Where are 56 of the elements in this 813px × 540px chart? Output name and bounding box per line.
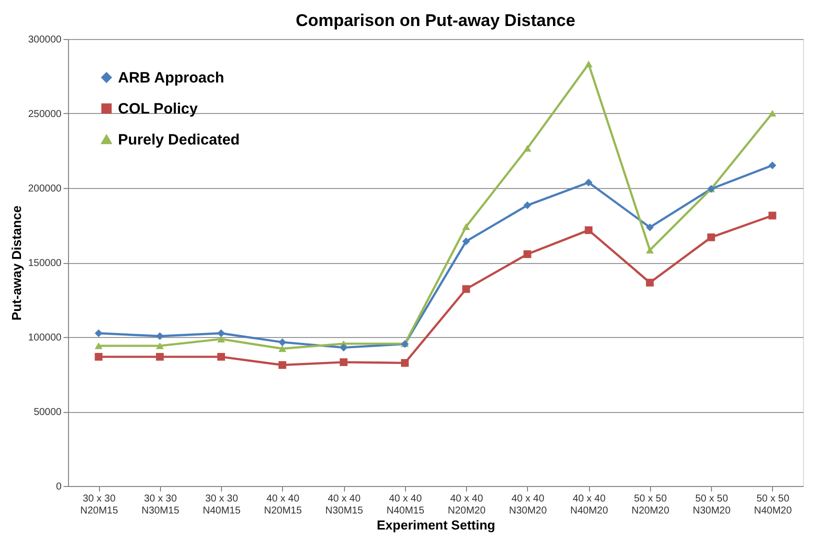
point [584, 226, 592, 234]
legend-label: ARB Approach [118, 70, 224, 86]
y-tick-label: 150000 [28, 258, 62, 269]
point [768, 110, 776, 117]
point [156, 342, 164, 350]
point [278, 338, 286, 346]
point [462, 285, 470, 293]
point [646, 223, 654, 232]
x-axis-title: Experiment Setting [376, 518, 496, 532]
point [278, 345, 286, 352]
point [94, 329, 102, 338]
x-tick-label: 30 x 30 N30M15 [141, 494, 180, 516]
point [156, 352, 164, 361]
chart-title: Comparison on Put-away Distance [296, 11, 576, 30]
point [646, 278, 654, 286]
y-tick-label: 100000 [28, 332, 62, 344]
point [524, 144, 532, 152]
y-tick-label: 250000 [28, 109, 62, 120]
point [340, 344, 348, 352]
legend-label: Purely Dedicated [118, 132, 240, 148]
point [217, 336, 225, 342]
y-tick-label: 0 [56, 482, 62, 492]
y-tick-label: 50000 [34, 407, 62, 418]
point [646, 246, 654, 254]
point [340, 358, 348, 366]
legend-label: COL Policy [118, 100, 198, 118]
point [462, 237, 470, 246]
point [707, 233, 715, 242]
point [768, 161, 776, 170]
point [768, 212, 776, 220]
point [278, 361, 286, 369]
y-tick-label: 300000 [28, 34, 62, 46]
point [401, 359, 409, 367]
x-tick-label: 40 x 40 N40M15 [386, 494, 425, 516]
point [524, 250, 532, 258]
y-axis-title: Put-away Distance [9, 206, 24, 320]
x-tick-label: 40 x 40 N40M20 [570, 494, 608, 516]
point [217, 352, 225, 361]
point [94, 342, 102, 350]
x-tick-label: 30 x 30 N20M15 [80, 494, 118, 516]
point [524, 201, 532, 210]
x-tick-label: 50 x 50 N30M20 [692, 494, 731, 516]
point [217, 329, 225, 338]
point [584, 60, 592, 68]
x-tick-label: 40 x 40 N20M20 [448, 494, 486, 516]
x-tick-label: 30 x 30 N40M15 [202, 494, 241, 516]
x-tick-label: 50 x 50 N40M20 [754, 494, 792, 516]
point [584, 178, 592, 186]
x-tick-label: 40 x 40 N30M15 [325, 494, 364, 516]
x-tick-label: 40 x 40 N20M15 [264, 494, 302, 516]
x-tick-label: 40 x 40 N30M20 [508, 494, 548, 516]
point [462, 223, 470, 230]
point [94, 352, 102, 361]
x-tick-label: 50 x 50 N20M20 [631, 494, 670, 516]
point [156, 332, 164, 340]
y-tick-label: 200000 [28, 184, 62, 194]
